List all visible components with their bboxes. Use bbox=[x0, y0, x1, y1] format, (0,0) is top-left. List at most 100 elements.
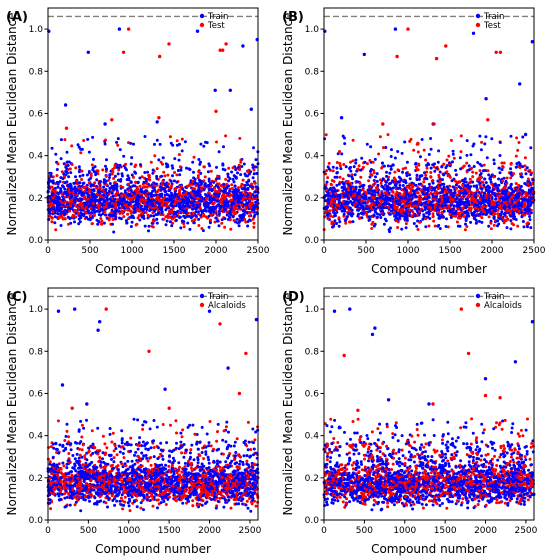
panel-b-point bbox=[394, 182, 398, 186]
panel-a-point bbox=[190, 219, 194, 223]
panel-a-point bbox=[118, 212, 122, 215]
panel-b-point bbox=[353, 173, 357, 177]
panel-a-point bbox=[236, 186, 240, 190]
panel-b-point bbox=[424, 173, 428, 177]
panel-a-point bbox=[246, 224, 250, 228]
panel-a-point bbox=[105, 183, 109, 187]
panel-b-point bbox=[382, 146, 385, 150]
panel-a-point bbox=[148, 178, 152, 182]
panel-b-point bbox=[514, 154, 518, 158]
panel-a-point bbox=[165, 198, 168, 202]
panel-b-point bbox=[378, 196, 382, 200]
panel-b-point bbox=[365, 211, 369, 215]
panel-b-point bbox=[367, 196, 371, 200]
panel-a-point bbox=[88, 214, 92, 218]
panel-b-point bbox=[465, 204, 469, 208]
panel-a-point bbox=[232, 195, 236, 199]
panel-a-point bbox=[232, 198, 236, 201]
panel-b-point bbox=[396, 196, 400, 200]
panel-b-point bbox=[447, 154, 451, 158]
panel-a-point bbox=[176, 195, 180, 199]
panel-a-y-tick-label: 0.2 bbox=[29, 194, 43, 204]
panel-a-point bbox=[155, 174, 159, 178]
panel-a-point bbox=[228, 189, 232, 193]
panel-b-point bbox=[498, 199, 501, 203]
panel-a-point bbox=[224, 134, 228, 138]
panel-b-point bbox=[394, 192, 398, 196]
panel-b-point bbox=[512, 223, 516, 227]
panel-a-point bbox=[244, 220, 248, 224]
panel-a-point bbox=[227, 166, 231, 170]
panel-a-point bbox=[102, 193, 106, 197]
panel-b-point bbox=[449, 138, 453, 142]
panel-b-point bbox=[373, 190, 377, 194]
panel-b-point bbox=[423, 171, 426, 175]
panel-b-point bbox=[406, 204, 410, 208]
panel-a-point bbox=[214, 216, 218, 220]
panel-b-point bbox=[410, 214, 414, 218]
panel-b-point bbox=[414, 161, 418, 165]
panel-b-point bbox=[385, 174, 388, 178]
panel-a-point bbox=[151, 168, 155, 172]
panel-b-point bbox=[411, 210, 415, 214]
panel-a-point bbox=[238, 214, 242, 218]
panel-a-point-train bbox=[86, 50, 90, 54]
panel-a-point bbox=[77, 165, 81, 169]
panel-b-point bbox=[333, 219, 337, 223]
panel-b-point bbox=[455, 220, 459, 224]
panel-a-point bbox=[59, 138, 63, 142]
panel-b-point bbox=[519, 185, 523, 188]
panel-a-point bbox=[203, 204, 207, 208]
panel-a-point bbox=[53, 190, 57, 193]
panel-b-point bbox=[514, 165, 518, 169]
panel-a-point bbox=[96, 222, 100, 226]
panel-b-point bbox=[505, 226, 509, 230]
panel-a-point bbox=[150, 224, 154, 228]
panel-b-point bbox=[393, 170, 397, 174]
panel-b-point bbox=[465, 161, 469, 165]
panel-b-point bbox=[460, 189, 464, 192]
panel-b-point bbox=[479, 194, 483, 198]
panel-b-point bbox=[389, 155, 393, 158]
panel-b-point bbox=[509, 162, 513, 166]
panel-a-point bbox=[117, 168, 121, 172]
panel-a-point bbox=[91, 135, 95, 139]
panel-b-point bbox=[380, 166, 384, 170]
panel-b-point bbox=[468, 190, 472, 194]
panel-b-point bbox=[375, 179, 379, 183]
panel-b-point bbox=[425, 191, 429, 195]
panel-a-point bbox=[129, 162, 133, 166]
panel-a-point bbox=[127, 192, 131, 196]
panel-b-point bbox=[374, 175, 377, 179]
panel-a-point bbox=[59, 224, 63, 227]
panel-b-point bbox=[422, 148, 426, 152]
panel-b-point bbox=[390, 194, 394, 198]
panel-a-point bbox=[188, 182, 192, 186]
panel-a-point bbox=[155, 217, 159, 221]
panel-b-point bbox=[408, 173, 412, 177]
panel-a-point bbox=[168, 135, 172, 139]
panel-b-point bbox=[478, 162, 482, 166]
panel-a-point bbox=[83, 195, 87, 199]
panel-a-point bbox=[73, 220, 76, 224]
panel-b-point bbox=[369, 168, 373, 171]
panel-b-point bbox=[458, 224, 462, 228]
panel-b-point bbox=[448, 213, 452, 216]
panel-b-point bbox=[393, 178, 397, 182]
panel-b-point bbox=[481, 169, 485, 173]
panel-a-point bbox=[73, 209, 77, 213]
panel-a-point bbox=[110, 208, 114, 212]
panel-b-point bbox=[404, 166, 408, 170]
panel-a-point bbox=[207, 225, 211, 229]
panel-a-point bbox=[170, 211, 174, 215]
panel-a-point bbox=[209, 169, 213, 173]
panel-b-point bbox=[379, 216, 383, 219]
panel-a-point bbox=[56, 212, 60, 216]
panel-b-point bbox=[378, 178, 382, 182]
panel-b-point bbox=[492, 175, 496, 179]
panel-b-point bbox=[405, 217, 409, 220]
panel-a-point bbox=[70, 215, 74, 219]
panel-a-point bbox=[180, 208, 184, 212]
panel-a-point bbox=[203, 175, 207, 179]
